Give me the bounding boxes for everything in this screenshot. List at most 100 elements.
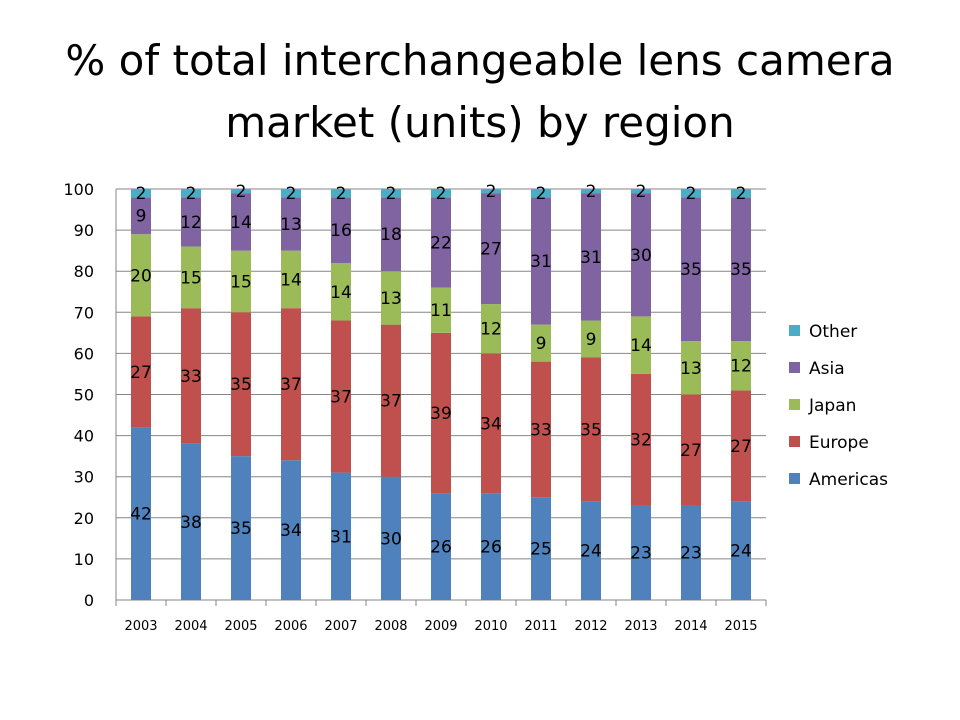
bar-segment-americas xyxy=(381,476,401,600)
data-label: 31 xyxy=(580,248,602,268)
data-label: 2 xyxy=(136,184,147,204)
data-label: 2 xyxy=(236,182,247,202)
bar-segment-other xyxy=(481,189,501,194)
data-label: 35 xyxy=(230,519,252,539)
data-label: 11 xyxy=(430,301,452,321)
data-label: 2 xyxy=(586,182,597,202)
data-label: 16 xyxy=(330,221,352,241)
y-tick-label: 40 xyxy=(74,427,94,446)
chart-title-line-2: market (units) by region xyxy=(225,98,735,147)
bar-segment-japan xyxy=(431,287,451,333)
data-label: 37 xyxy=(280,375,302,395)
legend-label: Europe xyxy=(809,433,869,453)
data-label: 27 xyxy=(680,441,702,461)
bar-segment-americas xyxy=(181,443,201,600)
data-label: 31 xyxy=(330,527,352,547)
bar-segment-asia xyxy=(681,197,701,342)
bar-segment-americas xyxy=(581,501,601,600)
data-label: 37 xyxy=(380,392,402,412)
x-tick-label: 2005 xyxy=(224,619,257,634)
bar-segment-japan xyxy=(581,320,601,358)
bar-segment-japan xyxy=(131,234,151,317)
data-label: 32 xyxy=(630,431,652,451)
data-label: 37 xyxy=(330,388,352,408)
data-label: 30 xyxy=(630,246,652,266)
bar-segment-americas xyxy=(431,493,451,600)
x-tick-label: 2015 xyxy=(724,619,757,634)
data-label: 12 xyxy=(180,213,202,233)
x-tick-label: 2007 xyxy=(324,619,357,634)
y-tick-label: 30 xyxy=(74,468,94,487)
chart-title: % of total interchangeable lens camera m… xyxy=(0,30,960,154)
bar-segment-europe xyxy=(631,373,651,506)
data-label: 38 xyxy=(180,513,202,533)
bar-segment-europe xyxy=(181,308,201,444)
bar-segment-asia xyxy=(181,197,201,247)
data-label: 15 xyxy=(230,272,252,292)
data-label: 2 xyxy=(536,184,547,204)
bar-segment-europe xyxy=(531,361,551,498)
bar-segment-americas xyxy=(231,456,251,600)
bar-segment-asia xyxy=(731,197,751,342)
bar-segment-other xyxy=(281,189,301,198)
data-label: 23 xyxy=(680,544,702,564)
bar-segment-japan xyxy=(481,304,501,354)
bar-segment-americas xyxy=(681,505,701,600)
data-label: 2 xyxy=(686,184,697,204)
data-label: 12 xyxy=(480,320,502,340)
data-label: 2 xyxy=(336,184,347,204)
legend-label: Japan xyxy=(808,396,856,416)
data-label: 9 xyxy=(586,330,597,350)
data-label: 30 xyxy=(380,529,402,549)
bar-segment-europe xyxy=(581,357,601,502)
data-label: 2 xyxy=(436,184,447,204)
data-label: 18 xyxy=(380,225,402,245)
legend-swatch-asia xyxy=(789,362,800,373)
bar-segment-americas xyxy=(131,427,151,600)
bar-segment-asia xyxy=(581,193,601,321)
bar-segment-europe xyxy=(431,332,451,494)
bar-segment-other xyxy=(731,189,751,198)
bar-segment-europe xyxy=(281,308,301,461)
data-label: 27 xyxy=(730,437,752,457)
data-label: 34 xyxy=(480,414,502,434)
x-tick-label: 2009 xyxy=(424,619,457,634)
bar-segment-americas xyxy=(631,505,651,600)
data-label: 13 xyxy=(680,359,702,379)
data-label: 24 xyxy=(580,542,602,562)
x-tick-label: 2013 xyxy=(624,619,657,634)
bar-segment-europe xyxy=(131,316,151,428)
x-tick-label: 2011 xyxy=(524,619,557,634)
bar-segment-japan xyxy=(731,341,751,391)
data-label: 33 xyxy=(180,367,202,387)
bar-segment-asia xyxy=(381,197,401,272)
bar-segment-americas xyxy=(731,501,751,600)
bar-segment-americas xyxy=(531,497,551,600)
bar-segment-japan xyxy=(181,246,201,309)
data-label: 9 xyxy=(136,207,147,227)
bar-segment-japan xyxy=(681,341,701,395)
legend-swatch-japan xyxy=(789,399,800,410)
x-tick-label: 2008 xyxy=(374,619,407,634)
data-label: 26 xyxy=(480,538,502,558)
y-tick-label: 90 xyxy=(74,221,94,240)
y-tick-label: 80 xyxy=(74,262,94,281)
bar-segment-europe xyxy=(231,312,251,457)
data-label: 25 xyxy=(530,540,552,560)
data-label: 20 xyxy=(130,266,152,286)
data-label: 35 xyxy=(730,260,752,280)
bar-segment-other xyxy=(381,189,401,198)
data-label: 35 xyxy=(580,420,602,440)
data-label: 33 xyxy=(530,420,552,440)
bar-segment-americas xyxy=(331,472,351,600)
data-label: 35 xyxy=(680,260,702,280)
bar-segment-asia xyxy=(631,193,651,317)
data-label: 24 xyxy=(730,542,752,562)
bar-segment-japan xyxy=(381,271,401,325)
bar-segment-other xyxy=(331,189,351,198)
bar-segment-asia xyxy=(281,197,301,251)
y-tick-label: 50 xyxy=(74,386,94,405)
bar-segment-asia xyxy=(531,197,551,325)
bar-segment-japan xyxy=(331,262,351,321)
